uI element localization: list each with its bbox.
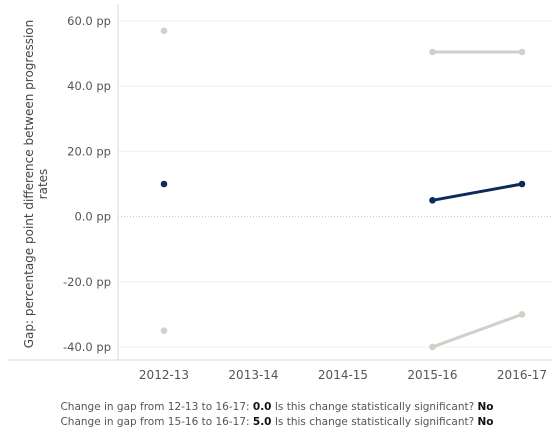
footnote-1-question: Is this change statistically significant… [271, 401, 478, 413]
y-tick-label: -20.0 pp [63, 275, 111, 289]
series-gap-point [429, 196, 436, 204]
series-lower-point [160, 327, 168, 334]
footnote-1-answer: No [477, 401, 494, 413]
y-tick-label: 40.0 pp [67, 79, 111, 93]
y-tick-label: 20.0 pp [67, 144, 111, 158]
label-layer: 60.0 pp 40.0 pp 20.0 pp 0.0 pp -20.0 pp -40.0… [22, 14, 547, 382]
footnote-line-2: Change in gap from 15-16 to 16-17: 5.0 I… [0, 416, 554, 428]
series-gap-point [160, 180, 168, 188]
footnote-2-text: Change in gap from 15-16 to 16-17: [60, 416, 253, 428]
axis-layer [8, 4, 552, 361]
series-upper-point [429, 48, 436, 56]
y-tick-label: 0.0 pp [74, 210, 111, 224]
footnote-2-value: 5.0 [252, 416, 272, 428]
x-tick-label: 2013-14 [228, 368, 278, 382]
series-lower-point [518, 311, 526, 318]
y-tick-label: 60.0 pp [67, 14, 111, 28]
grid-layer [118, 20, 552, 348]
x-tick-label: 2014-15 [318, 368, 368, 382]
series-upper-point [518, 48, 526, 56]
series-layer [160, 27, 526, 351]
x-tick-label: 2015-16 [407, 368, 457, 382]
chart-svg: 60.0 pp 40.0 pp 20.0 pp 0.0 pp -20.0 pp -40.0… [8, 4, 552, 382]
y-tick-label: -40.0 pp [63, 340, 111, 354]
x-tick-label: 2012-13 [139, 368, 189, 382]
series-upper-point [160, 27, 168, 35]
footnote-1-value: 0.0 [252, 401, 272, 413]
series-lower-point [429, 343, 436, 351]
footnote-2-question: Is this change statistically significant… [271, 416, 478, 428]
y-axis-title: Gap: percentage point difference between… [22, 20, 50, 349]
series-lower-line [431, 312, 524, 349]
x-tick-label: 2016-17 [497, 368, 547, 382]
series-gap-line [431, 182, 524, 202]
footnote-1-text: Change in gap from 12-13 to 16-17: [60, 401, 253, 413]
footnote-line-1: Change in gap from 12-13 to 16-17: 0.0 I… [0, 401, 554, 413]
series-gap-point [518, 180, 526, 188]
footnote-2-answer: No [477, 416, 494, 428]
